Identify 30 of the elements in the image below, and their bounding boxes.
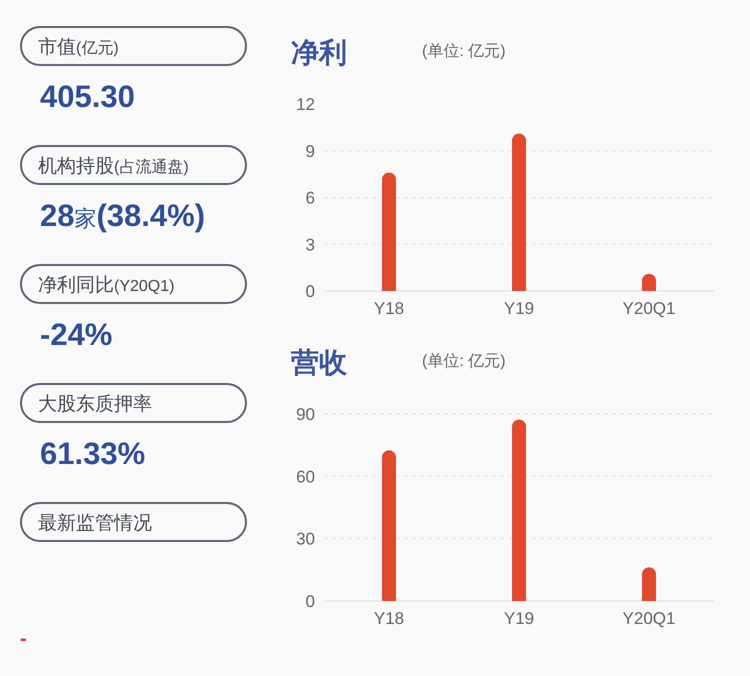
y-tick-label: 3 (306, 235, 315, 254)
y-tick-label: 9 (306, 142, 315, 161)
category-label: 市值(亿元) (38, 36, 119, 58)
x-tick-label: Y20Q1 (622, 609, 676, 628)
y-tick-label: 30 (296, 530, 315, 549)
x-tick-label: Y18 (374, 609, 404, 628)
y-tick-label: 60 (296, 467, 315, 486)
y-tick-label: 6 (306, 188, 315, 208)
x-tick-label: Y19 (504, 609, 534, 628)
card-item: 净利同比(Y20Q1) -24% (20, 264, 247, 352)
text: - (20, 628, 27, 650)
card-item: 机构持股(占流通盘) 28家(38.4%) (20, 145, 247, 233)
x-tick-label: Y19 (504, 299, 534, 318)
card-item: 市值(亿元) 405.30 (20, 26, 247, 114)
chart-title: 净利 (291, 37, 347, 68)
card-item: 最新监管情况 (20, 502, 247, 542)
chart-title: 营收 (290, 347, 348, 378)
x-tick-label: Y20Q1 (622, 299, 676, 318)
chart-subtitle: (单位: 亿元) (422, 352, 506, 370)
category-label: 机构持股(占流通盘) (38, 156, 189, 177)
y-tick-label: 0 (306, 592, 315, 611)
category-label: 最新监管情况 (38, 512, 152, 534)
x-tick-label: Y18 (374, 299, 404, 318)
category-label: 大股东质押率 (38, 393, 152, 415)
chart-subtitle: (单位: 亿元) (422, 42, 506, 60)
y-tick-label: 90 (296, 405, 315, 424)
card-item: 大股东质押率 61.33% (20, 383, 247, 471)
y-tick-label: 0 (306, 282, 315, 301)
y-tick-label: 12 (296, 95, 315, 114)
category-label: 净利同比(Y20Q1) (38, 275, 174, 296)
